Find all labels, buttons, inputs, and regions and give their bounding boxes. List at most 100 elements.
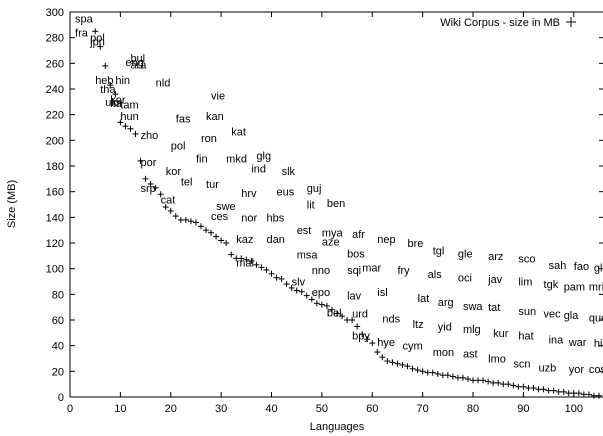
language-label: gla [564,310,580,322]
y-tick-label: 180 [46,161,64,173]
language-label: bel [327,307,342,319]
y-tick-label: 220 [46,110,64,122]
language-label: kat [231,126,246,138]
data-points [92,28,602,399]
x-tick-label: 90 [517,403,529,415]
data-point [167,207,174,214]
y-tick-label: 60 [52,315,64,327]
legend-marker-icon [566,17,576,27]
language-label: nno [312,265,330,277]
language-label: ben [327,198,345,210]
language-label: fas [176,114,191,126]
language-label: kan [206,111,224,123]
data-point [263,266,270,273]
data-point [424,369,431,376]
language-label: tel [181,176,193,188]
language-label: tgk [544,279,559,291]
data-point [374,349,381,356]
y-tick-label: 200 [46,135,64,147]
data-point [182,216,189,223]
data-point [258,264,265,271]
data-point [318,301,325,308]
data-point [238,255,245,262]
legend: Wiki Corpus - size in MB [440,17,576,29]
x-tick-label: 30 [215,403,227,415]
data-point [97,43,104,50]
language-label: mkd [226,153,247,165]
language-label: oci [458,273,472,285]
language-label: kor [166,166,182,178]
data-point [535,386,542,393]
y-tick-label: 280 [46,33,64,45]
data-point [580,391,587,398]
data-point [520,383,527,390]
data-point [117,119,124,126]
plot-frame [69,11,603,398]
language-label: hbs [266,212,284,224]
data-point [364,336,371,343]
data-point [575,390,582,397]
data-point [545,387,552,394]
language-label: isl [377,287,387,299]
language-label: ita [110,98,123,110]
language-label: lit [307,200,315,212]
data-point [399,361,406,368]
language-label: hil [594,338,603,350]
language-label: dan [266,234,284,246]
data-point [459,374,466,381]
language-label: kur [493,328,509,340]
data-point [444,372,451,379]
language-label: que [589,312,603,324]
data-point [389,359,396,366]
x-tick-label: 40 [265,403,277,415]
language-label: nor [241,212,257,224]
data-point [208,229,215,236]
language-label: swa [463,301,483,313]
data-point [152,184,159,191]
data-point [454,374,461,381]
language-label: ron [201,133,217,145]
language-label: sah [549,260,567,272]
language-label: cym [402,341,422,353]
data-point [273,274,280,281]
language-label: pol [171,140,186,152]
data-point [394,360,401,367]
language-label: war [568,337,587,349]
data-point [268,270,275,277]
data-point [590,392,597,399]
language-label: ces [211,211,229,223]
data-point [439,372,446,379]
y-tick-label: 260 [46,58,64,70]
data-point [283,281,290,288]
language-label: slk [282,166,296,178]
x-tick-label: 100 [565,403,583,415]
language-label: hrv [241,188,257,200]
legend-label: Wiki Corpus - size in MB [440,17,560,29]
data-point [525,385,532,392]
language-label: mlg [463,324,481,336]
language-label: lim [518,277,532,289]
data-point [585,391,592,398]
language-label: bul [130,53,145,65]
data-point [192,219,199,226]
language-label: arg [438,297,454,309]
language-label: vec [544,309,562,321]
language-label: mri [589,282,603,294]
language-label: kor [110,94,126,106]
data-point [344,317,351,323]
language-label: hun [120,111,138,123]
data-point [505,381,512,388]
language-label: eng [125,57,143,69]
language-label: jpn [89,37,105,49]
language-label: tha [100,84,116,96]
language-label: bos [347,248,365,260]
data-point [243,256,250,263]
data-point [233,255,240,262]
language-label: aze [322,237,340,249]
data-point [293,287,300,294]
language-label: srp [141,183,156,195]
data-point [404,363,411,370]
data-point [122,123,129,130]
data-point [303,292,310,299]
